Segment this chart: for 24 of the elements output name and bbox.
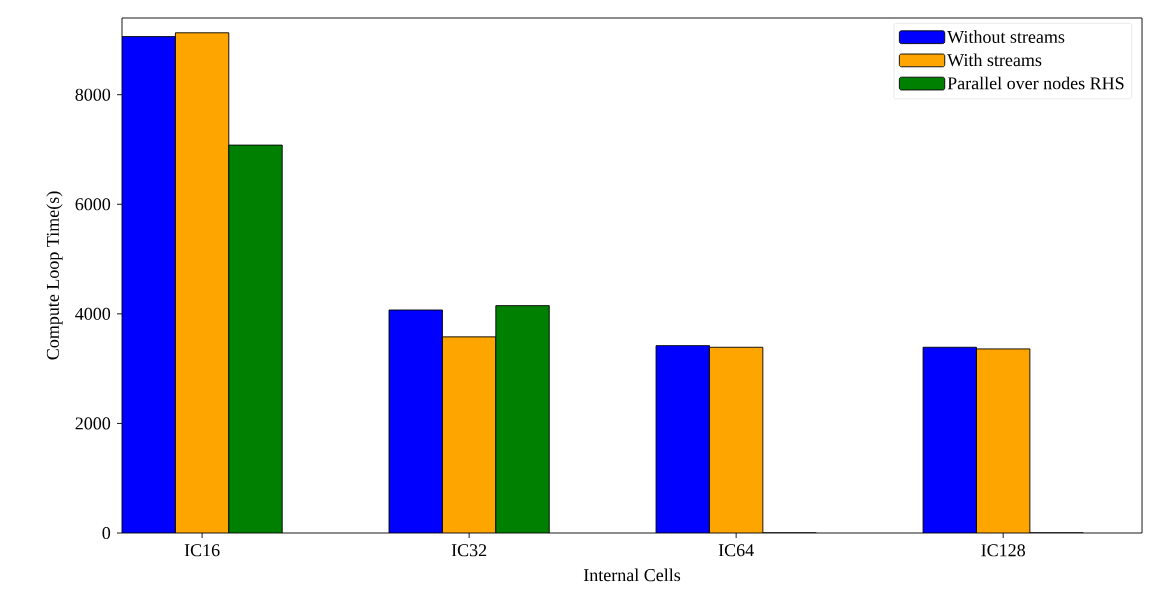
bar [122,36,176,533]
bar [709,346,764,533]
bar [174,32,230,533]
x-tick-label: IC16 [184,544,220,557]
y-tick-label: 4000 [75,307,111,320]
bar [389,310,443,533]
y-tick-label: 8000 [75,88,111,101]
bar [976,348,1031,533]
bar [655,345,710,533]
bar [228,144,283,533]
bar [922,346,977,533]
x-tick-label: IC64 [718,544,754,557]
legend-label: Without streams [947,30,1065,44]
x-tick-label: IC32 [451,544,487,557]
y-tick-label: 0 [102,526,111,540]
legend-label: Parallel over nodes RHS [947,76,1124,90]
bar [442,336,496,533]
bar [495,305,550,533]
x-tick-label: IC128 [981,544,1025,557]
y-axis-title: Compute Loop Time(s) [46,191,63,360]
x-axis-title: Internal Cells [583,568,681,582]
legend-label: With streams [947,53,1042,67]
y-tick-label: 2000 [75,417,111,430]
y-tick-label: 6000 [75,198,111,211]
